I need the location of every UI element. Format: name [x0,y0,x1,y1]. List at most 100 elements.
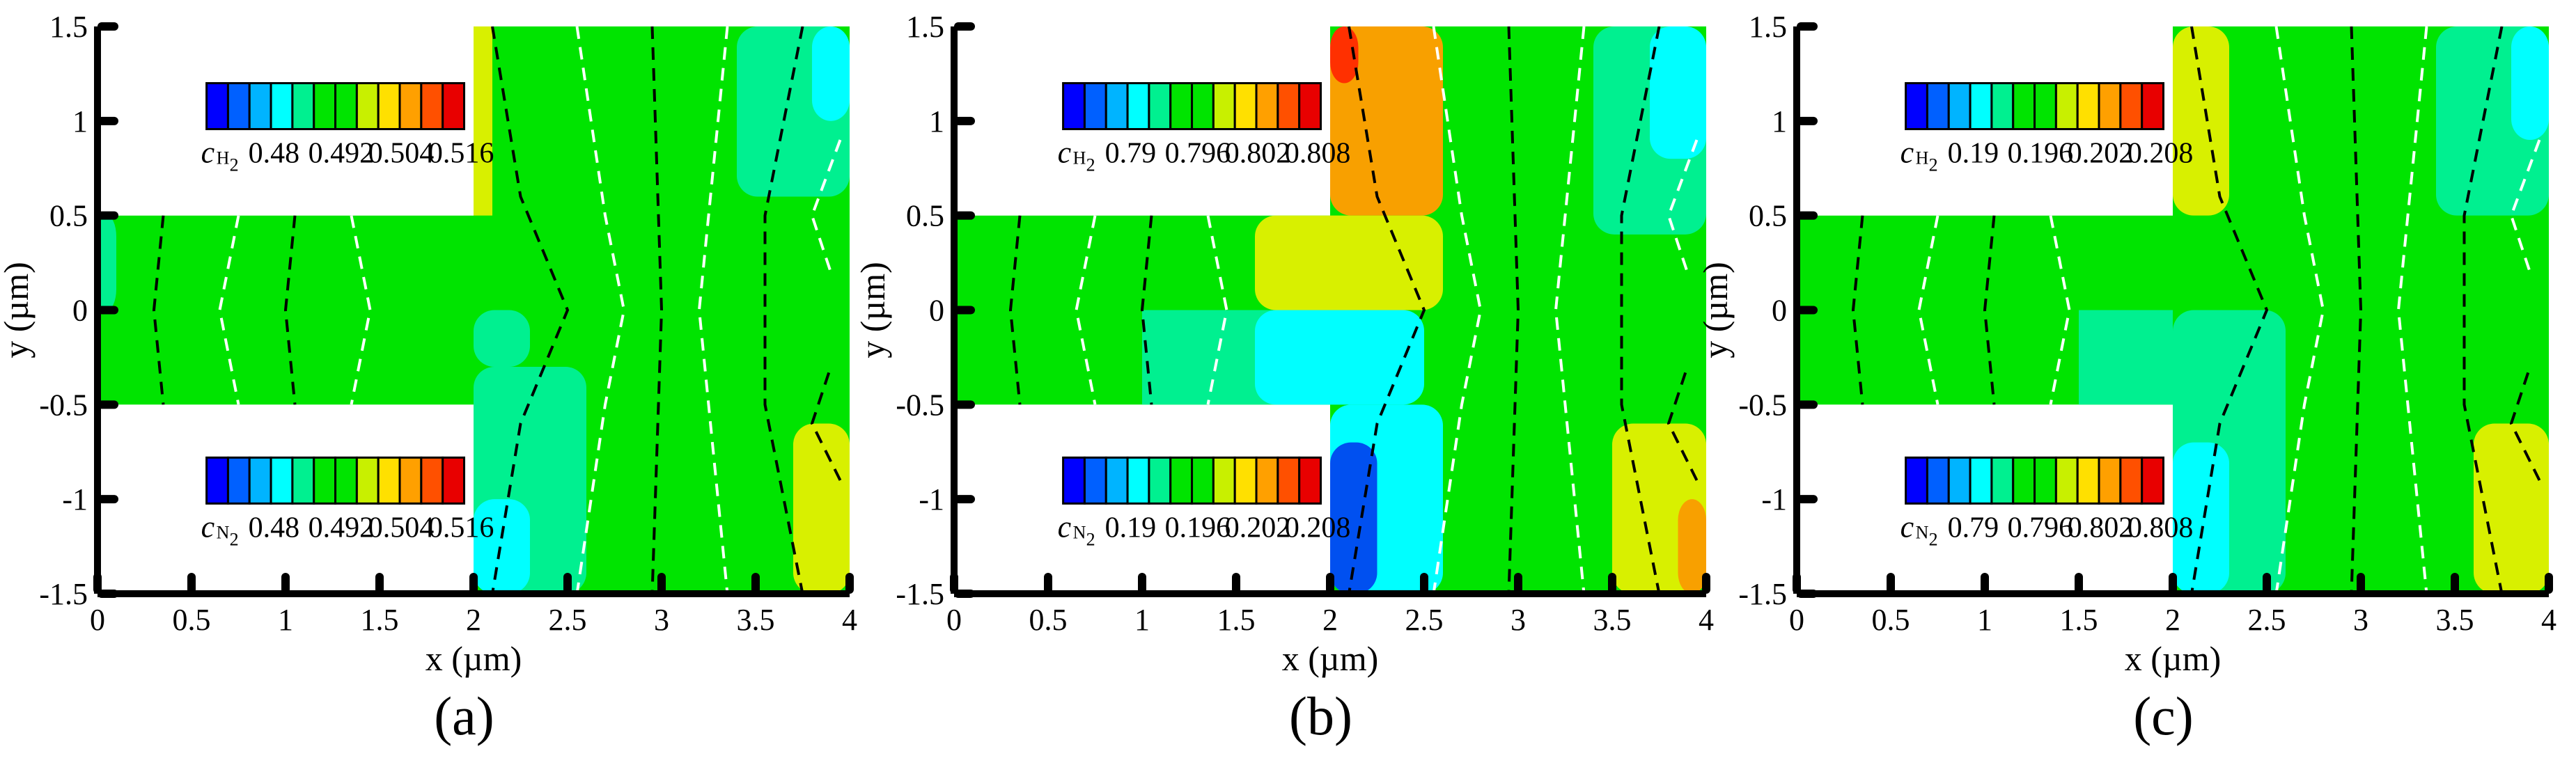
colorbar-label: 0.808 [1285,138,1351,170]
colorbar-swatch [2054,456,2079,505]
panel-0: 0 0.5 1 1.5 2 2.5 3 3.5 4 -1.5 -1 -0.5 0 0.5 1 1.5 x (µm… [0,10,857,746]
colorbar-swatch [1255,456,1279,505]
y-tick-mark [97,22,118,31]
colorbar-swatch [2141,82,2165,130]
x-tick-mark [2357,573,2365,594]
x-tick-mark [2545,573,2553,594]
colorbar-swatch [1126,456,1150,505]
y-tick-label: 0.5 [49,199,88,233]
contour-line [1432,26,1483,594]
colorbar-swatch [1969,456,1993,505]
y-tick-mark [1797,116,1818,125]
colorbar-swatch [1947,82,1972,130]
contour-line [1917,215,1939,405]
colorbar-label: 0.796 [2008,512,2074,544]
colorbar-swatch [2098,456,2122,505]
contour-line [1206,215,1228,405]
colorbar-swatch [291,456,315,505]
x-tick-label: 3.5 [1593,603,1632,637]
y-axis-title: y (µm) [0,262,36,358]
y-tick-mark [954,211,975,220]
contour-region [97,215,116,310]
colorbar-swatch [1169,456,1194,505]
field-2 [1797,26,2549,594]
y-tick-mark [1797,22,1818,31]
contour-region [1255,310,1424,405]
x-tick-label: 1.5 [1217,603,1256,637]
contour-line [1008,215,1022,405]
colorbar-swatch [2076,82,2100,130]
contour-line [2190,26,2269,594]
colorbar-species: N [217,522,230,542]
x-tick-mark [375,573,384,594]
contour-line [2462,26,2504,594]
colorbar-swatch [2012,456,2036,505]
colorbar-label: 0.208 [2128,138,2194,170]
x-tick-mark [1514,573,1522,594]
y-axis-title: y (µm) [1696,262,1735,358]
contour-region [1330,26,1443,216]
y-tick-label: 1 [929,104,944,139]
colorbar-species: H [1916,148,1929,168]
x-tick-mark [1138,573,1146,594]
colorbar-swatch [355,82,380,130]
y-tick-label: -1 [1761,482,1787,516]
contour-line [763,26,804,594]
x-tick-label: 1 [278,603,293,637]
y-tick-label: 0 [1772,294,1787,328]
colorbar-swatch [1233,82,1258,130]
colorbar-swatch [1104,82,1129,130]
contour-line [2350,26,2363,594]
contour-region [2511,26,2549,140]
y-tick-mark [1797,306,1818,315]
x-tick-mark [950,573,958,594]
x-tick-mark [657,573,666,594]
colorbar-swatch [398,456,423,505]
colorbar-symbol: c [1058,510,1072,544]
y-tick-label: -1.5 [1738,577,1787,611]
colorbar-subscript: 2 [1929,529,1938,549]
y-tick-mark [97,590,118,598]
colorbar-subscript: 2 [1929,155,1938,175]
contour-region [1330,26,1359,84]
colorbar-label: 0.79 [1105,138,1157,170]
colorbar-label: 0.19 [1948,138,1999,170]
y-tick-mark [1797,590,1818,598]
y-tick-mark [954,400,975,409]
contour-line [1666,366,1699,481]
colorbar-label: 0.492 [309,138,375,170]
contour-line [1983,215,1996,405]
colorbar-label: 0.79 [1948,512,1999,544]
y-tick-label: -0.5 [896,388,944,422]
colorbar-swatch [420,456,444,505]
contour-line [2049,215,2071,405]
contour-region [474,310,530,367]
y-tick-mark [954,590,975,598]
colorbar-label: 0.516 [428,512,494,544]
contour-region [2173,442,2229,594]
colorbar-symbol: c [201,510,215,544]
y-tick-mark [97,495,118,504]
x-tick-label: 0 [90,603,105,637]
x-tick-label: 2 [1322,603,1338,637]
colorbar-swatch [1990,82,2015,130]
colorbar-swatch [334,456,358,505]
x-tick-mark [469,573,478,594]
contour-region [1678,499,1706,594]
colorbar-swatch [442,456,465,505]
colorbar-swatch [1947,456,1972,505]
x-tick-label: 2.5 [2248,603,2286,637]
contour-line [1666,139,1699,273]
colorbar-swatch [1083,82,1107,130]
colorbar-swatch [1926,456,1950,505]
colorbar-swatch [1277,456,1301,505]
y-tick-mark [97,306,118,315]
contour-line [283,215,297,405]
colorbar-label: 0.48 [249,512,300,544]
colorbar-swatch [377,456,401,505]
colorbar-symbol: c [1058,136,1072,170]
x-tick-label: 1.5 [2060,603,2098,637]
colorbar-swatch [1233,456,1258,505]
x-tick-label: 2.5 [549,603,587,637]
colorbar-swatch [248,82,272,130]
